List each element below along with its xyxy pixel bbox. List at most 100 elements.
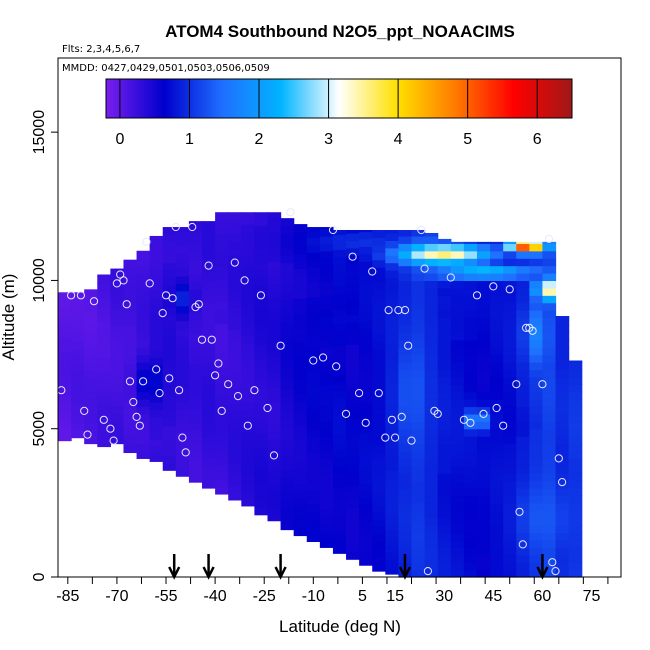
heatmap-cell [529, 369, 544, 378]
heatmap-cell [202, 250, 216, 259]
heatmap-cell [136, 450, 151, 459]
heatmap-cell [346, 230, 360, 234]
x-tick-label: -70 [105, 588, 128, 605]
heatmap-cell [385, 336, 400, 345]
heatmap-cell [385, 514, 400, 523]
heatmap-cell [437, 480, 452, 489]
heatmap-cell [359, 505, 373, 514]
heatmap-cell [162, 388, 177, 397]
heatmap-cell [267, 261, 282, 270]
heatmap-cell [359, 261, 373, 270]
heatmap-cell [529, 495, 544, 504]
heatmap-cell [332, 286, 347, 295]
heatmap-cell [398, 421, 413, 430]
heatmap-cell [319, 347, 334, 356]
heatmap-cell [385, 314, 400, 323]
heatmap-cell [476, 480, 491, 489]
heatmap-cell [437, 413, 452, 422]
heatmap-cell [411, 517, 426, 526]
heatmap-cell [529, 502, 544, 511]
heatmap-cell [385, 529, 400, 538]
heatmap-cell [359, 379, 373, 388]
heatmap-cell [254, 262, 269, 271]
heatmap-cell [424, 332, 439, 341]
heatmap-cell [490, 554, 504, 563]
heatmap-cell [188, 267, 203, 276]
heatmap-cell [71, 378, 85, 387]
heatmap-cell [293, 446, 308, 455]
heatmap-cell [385, 388, 400, 397]
sample-point [119, 276, 128, 285]
heatmap-cell [385, 277, 400, 286]
heatmap-cell [424, 510, 439, 519]
sample-point [217, 406, 226, 415]
heatmap-cell [516, 310, 530, 319]
heatmap-cell [306, 459, 321, 468]
x-tick-label: 60 [534, 588, 552, 605]
heatmap-cell [463, 406, 478, 415]
sample-point [548, 558, 557, 567]
heatmap-cell [385, 270, 400, 279]
heatmap-cell [424, 295, 439, 304]
heatmap-cell [476, 569, 491, 578]
heatmap-cell [241, 253, 255, 262]
heatmap-cell [398, 480, 413, 489]
heatmap-cell [267, 387, 282, 396]
heatmap-cell [280, 477, 295, 486]
heatmap-cell [149, 275, 164, 284]
heatmap-cell [555, 391, 570, 400]
heatmap-cell [529, 347, 544, 356]
heatmap-cell [346, 529, 360, 538]
heatmap-cell [123, 415, 138, 424]
heatmap-cell [175, 320, 190, 329]
sample-point [158, 309, 167, 318]
heatmap-cell [306, 267, 321, 276]
heatmap-cell [293, 424, 308, 433]
heatmap-cell [175, 335, 190, 344]
heatmap-cell [450, 547, 465, 556]
heatmap-cell [228, 433, 242, 442]
heatmap-cell [555, 317, 570, 326]
heatmap-cell [476, 539, 491, 548]
heatmap-cell [188, 259, 203, 268]
heatmap-cell [503, 241, 517, 244]
heatmap-cell [71, 326, 85, 335]
heatmap-cell [542, 517, 557, 526]
heatmap-cell [372, 496, 386, 505]
heatmap-cell [555, 495, 570, 504]
heatmap-cell [346, 336, 360, 345]
heatmap-cell [450, 421, 465, 430]
heatmap-cell [516, 317, 530, 326]
heatmap-cell [202, 317, 216, 326]
heatmap-cell [123, 296, 138, 305]
heatmap-cell [293, 520, 308, 529]
heatmap-cell [319, 369, 334, 378]
heatmap-cell [319, 273, 334, 282]
heatmap-cell [267, 246, 282, 255]
heatmap-cell [463, 295, 478, 304]
heatmap-cell [293, 290, 308, 299]
heatmap-cell [529, 532, 544, 541]
sample-point [499, 421, 508, 430]
heatmap-cell [542, 421, 557, 430]
heatmap-cell [306, 393, 321, 402]
heatmap-cell [280, 492, 295, 501]
heatmap-cell [490, 317, 504, 326]
heatmap-cell [490, 265, 504, 274]
heatmap-cell [228, 270, 242, 279]
sample-point [76, 291, 86, 300]
sample-point [374, 389, 383, 398]
heatmap-cell [529, 517, 544, 526]
heatmap-cell [516, 480, 530, 489]
heatmap-cell [123, 333, 138, 342]
heatmap-cell [503, 302, 517, 311]
heatmap-cell [372, 356, 386, 365]
heatmap-cell [555, 502, 570, 511]
heatmap-cell [97, 335, 111, 344]
heatmap-cell [568, 369, 583, 378]
sample-point [171, 222, 180, 232]
heatmap-cell [123, 430, 138, 439]
heatmap-cell [568, 360, 583, 363]
heatmap-cell [188, 289, 203, 298]
heatmap-cell [424, 428, 439, 437]
